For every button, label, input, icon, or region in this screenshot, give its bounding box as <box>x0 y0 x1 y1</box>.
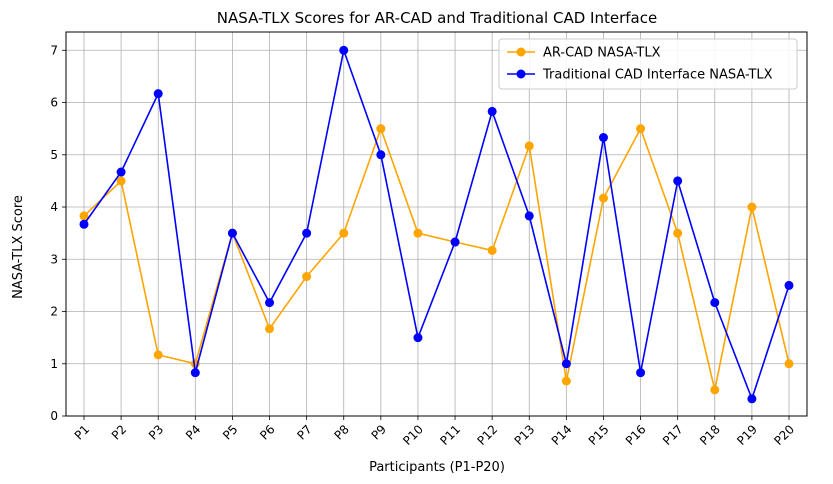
data-point <box>153 89 163 99</box>
x-tick-label: P17 <box>660 422 686 448</box>
x-tick-label: P16 <box>623 422 649 448</box>
data-point <box>710 298 720 308</box>
data-point <box>636 124 646 134</box>
x-tick-label: P12 <box>474 422 500 448</box>
grid <box>66 32 807 417</box>
data-point <box>524 141 534 151</box>
chart-title: NASA-TLX Scores for AR-CAD and Tradition… <box>217 9 657 27</box>
data-point <box>339 45 349 55</box>
legend-box <box>498 38 798 90</box>
data-point <box>561 359 571 369</box>
data-point <box>302 272 312 282</box>
x-tick-label: P6 <box>257 422 277 442</box>
axes: P1 P2 P3 P4 P5 P6 P7 P8 P9 P10 P11 P12 P13 P14 P15 P16 P… <box>50 31 808 448</box>
y-axis-label: NASA-TLX Score <box>11 195 26 299</box>
x-tick-label: P10 <box>400 422 426 448</box>
data-point <box>450 237 460 247</box>
x-tick-label: P8 <box>331 422 351 442</box>
data-point <box>79 219 89 229</box>
x-tick-label: P2 <box>109 422 129 442</box>
x-tick-label: P5 <box>220 422 240 442</box>
series-layer <box>79 45 794 404</box>
data-point <box>376 124 386 134</box>
x-tick-label: P11 <box>437 422 463 448</box>
x-tick-label: P13 <box>512 422 538 448</box>
x-axis-label: Participants (P1-P20) <box>369 460 505 475</box>
x-tick-label: P1 <box>72 422 92 442</box>
data-point <box>598 133 608 143</box>
y-tick-label: 5 <box>50 148 58 162</box>
plot-frame <box>65 31 808 417</box>
data-point <box>79 211 89 221</box>
data-point <box>302 228 312 238</box>
x-tick-label: P3 <box>146 422 166 442</box>
data-point <box>784 280 794 290</box>
data-point <box>339 228 349 238</box>
data-point <box>673 176 683 186</box>
x-tick-label: P9 <box>369 422 389 442</box>
x-tick-label: P18 <box>697 422 723 448</box>
y-tick-label: 1 <box>50 357 58 371</box>
y-tick-label: 2 <box>50 305 58 319</box>
data-point <box>227 228 237 238</box>
legend-item: Traditional CAD Interface NASA-TLX <box>507 68 773 83</box>
data-point <box>487 245 497 255</box>
legend-item: AR-CAD NASA-TLX <box>507 46 661 61</box>
legend-label: Traditional CAD Interface NASA-TLX <box>542 68 773 83</box>
data-point <box>487 106 497 116</box>
data-point <box>524 211 534 221</box>
data-point <box>598 193 608 203</box>
data-point <box>784 359 794 369</box>
data-point <box>116 167 126 177</box>
y-tick-label: 6 <box>50 96 58 110</box>
x-tick-label: P19 <box>734 422 760 448</box>
x-tick-label: P14 <box>549 422 575 448</box>
y-tick-label: 7 <box>50 43 58 57</box>
legend-marker <box>516 69 526 79</box>
data-point <box>747 394 757 404</box>
series-line <box>83 47 790 402</box>
data-point <box>265 298 275 308</box>
data-point <box>116 176 126 186</box>
x-tick-label: P15 <box>586 422 612 448</box>
legend-label: AR-CAD NASA-TLX <box>543 46 661 61</box>
y-tick-label: 0 <box>50 409 58 423</box>
y-tick-label: 3 <box>50 252 58 266</box>
data-point <box>376 150 386 160</box>
data-point <box>747 202 757 212</box>
data-point <box>561 376 571 386</box>
data-point <box>190 368 200 378</box>
data-point <box>710 385 720 395</box>
series-2 <box>79 45 794 404</box>
y-tick-label: 4 <box>50 200 58 214</box>
x-tick-label: P4 <box>183 422 203 442</box>
data-point <box>413 228 423 238</box>
data-point <box>636 368 646 378</box>
x-tick-label: P20 <box>771 422 797 448</box>
data-point <box>265 324 275 334</box>
data-point <box>153 350 163 360</box>
data-point <box>413 333 423 343</box>
legend-marker <box>516 47 526 57</box>
x-tick-label: P7 <box>294 422 314 442</box>
legend: AR-CAD NASA-TLX Traditional CAD Interface… <box>498 38 798 90</box>
data-point <box>673 228 683 238</box>
